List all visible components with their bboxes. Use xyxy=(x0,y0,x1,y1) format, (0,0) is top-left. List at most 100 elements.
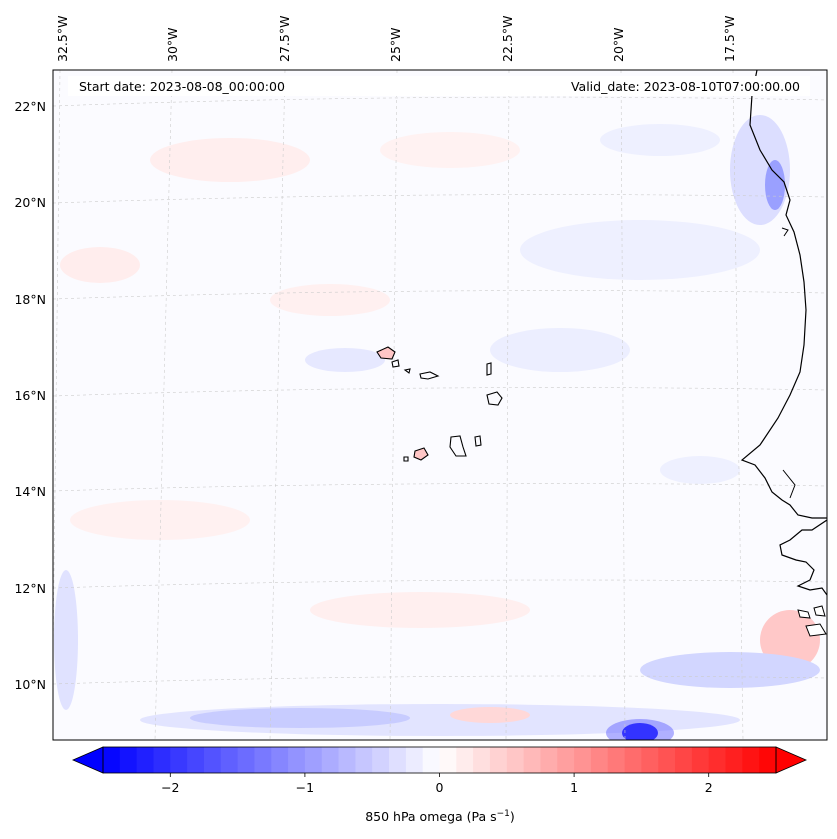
colorbar-segment xyxy=(220,747,239,773)
lat-label: 10°N xyxy=(14,677,46,692)
colorbar-tick-label: −1 xyxy=(296,780,314,795)
field-patch-positive xyxy=(150,138,310,182)
colorbar-segment xyxy=(187,747,205,773)
colorbar-segment xyxy=(557,747,575,773)
parallel-16N xyxy=(53,387,827,397)
lon-label: 17.5°W xyxy=(722,16,737,62)
lon-label: 22.5°W xyxy=(500,16,515,62)
parallel-22N xyxy=(53,96,827,107)
field-patch-positive xyxy=(380,132,520,168)
colorbar-label: 850 hPa omega (Pa s−1) xyxy=(365,809,515,824)
parallel-18N xyxy=(53,290,827,300)
colorbar-segment xyxy=(422,747,441,773)
colorbar-segment xyxy=(506,747,525,773)
colorbar-segment xyxy=(523,747,542,773)
meridian-17.5W xyxy=(732,70,744,740)
island-santo-antao xyxy=(376,346,396,360)
lat-label: 18°N xyxy=(14,292,46,307)
colorbar-segment xyxy=(355,747,373,773)
lat-label: 14°N xyxy=(14,484,46,499)
latitude-labels: 22°N 20°N 18°N 16°N 14°N 12°N 10°N xyxy=(14,99,46,692)
lon-label: 32.5°W xyxy=(55,16,70,62)
colorbar-segment xyxy=(473,747,491,773)
colorbar-extend-low xyxy=(71,746,104,774)
parallel-10N xyxy=(53,675,827,685)
parallel-20N xyxy=(53,194,827,204)
island-sao-vicente xyxy=(391,359,400,368)
coastline-bays xyxy=(781,227,796,499)
meridian-22.5W xyxy=(505,70,510,740)
field-patch-negative xyxy=(190,708,410,728)
colorbar-segment xyxy=(658,747,676,773)
colorbar-segment xyxy=(489,747,508,773)
colorbar-tick-label: 0 xyxy=(436,780,444,795)
colorbar-tick-label: 1 xyxy=(570,780,578,795)
colorbar-segment xyxy=(590,747,609,773)
field-patch-negative xyxy=(640,652,820,688)
meridian-25W xyxy=(389,70,398,740)
island-brava xyxy=(403,456,409,462)
field-patch-negative xyxy=(490,328,630,372)
map-background xyxy=(53,70,827,740)
colorbar-label-close: ) xyxy=(510,809,515,824)
african-coastline xyxy=(740,70,827,519)
omega-field xyxy=(54,115,820,740)
parallel-14N xyxy=(53,483,827,492)
colorbar: −2 −1 0 1 2 850 hPa omega (Pa s−1) xyxy=(71,746,808,824)
colorbar-extend-high xyxy=(775,746,808,774)
lat-label: 22°N xyxy=(14,99,46,114)
island-santiago xyxy=(449,435,467,457)
island-sao-nicolau xyxy=(419,371,440,380)
field-patch-negative xyxy=(54,570,78,710)
cape-verde-islands xyxy=(376,346,503,462)
field-patch-negative xyxy=(765,160,785,210)
colorbar-segment xyxy=(675,747,693,773)
colorbar-segment xyxy=(237,747,256,773)
field-patch-negative xyxy=(660,456,740,484)
colorbar-segment xyxy=(574,747,592,773)
colorbar-segment xyxy=(304,747,323,773)
colorbar-segment xyxy=(691,747,710,773)
island-santa-luzia xyxy=(403,368,411,374)
lon-label: 25°W xyxy=(388,27,403,62)
island-sal xyxy=(486,362,492,376)
colorbar-segment xyxy=(119,747,138,773)
colorbar-segment xyxy=(203,747,222,773)
lon-label: 30°W xyxy=(165,27,180,62)
colorbar-segment xyxy=(321,747,340,773)
longitude-labels: 32.5°W 30°W 27.5°W 25°W 22.5°W 20°W 17.5… xyxy=(55,16,737,62)
lat-label: 12°N xyxy=(14,581,46,596)
field-patch-negative xyxy=(305,348,385,372)
parallel-12N xyxy=(53,579,827,589)
meridian-27.5W xyxy=(269,70,286,740)
colorbar-segment xyxy=(153,747,171,773)
field-patch-negative xyxy=(600,124,720,156)
field-patch-positive xyxy=(450,707,530,723)
field-patch-negative xyxy=(606,719,674,740)
field-patch-positive xyxy=(310,592,530,628)
coastline-islands-south xyxy=(797,605,827,637)
colorbar-segment xyxy=(338,747,356,773)
colorbar-label-text: 850 hPa omega (Pa s xyxy=(365,809,496,824)
colorbar-segment xyxy=(288,747,306,773)
colorbar-segment xyxy=(405,747,424,773)
colorbar-segment xyxy=(254,747,272,773)
colorbar-segment xyxy=(103,747,121,773)
lat-label: 20°N xyxy=(14,195,46,210)
field-patch-negative xyxy=(520,220,760,280)
colorbar-label-exponent: −1 xyxy=(497,809,510,819)
start-date-label: Start date: 2023-08-08_00:00:00 xyxy=(79,79,285,94)
colorbar-segment xyxy=(271,747,289,773)
african-coastline-south xyxy=(779,519,827,596)
colorbar-segment xyxy=(759,747,777,773)
colorbar-segment xyxy=(540,747,558,773)
island-fogo xyxy=(413,447,429,461)
colorbar-segment xyxy=(170,747,188,773)
map-panel: Start date: 2023-08-08_00:00:00 Valid_da… xyxy=(53,70,827,740)
colorbar-segments xyxy=(103,747,777,773)
colorbar-segment xyxy=(372,747,390,773)
colorbar-segment xyxy=(136,747,155,773)
field-patch-positive xyxy=(270,284,390,316)
colorbar-segment xyxy=(742,747,760,773)
